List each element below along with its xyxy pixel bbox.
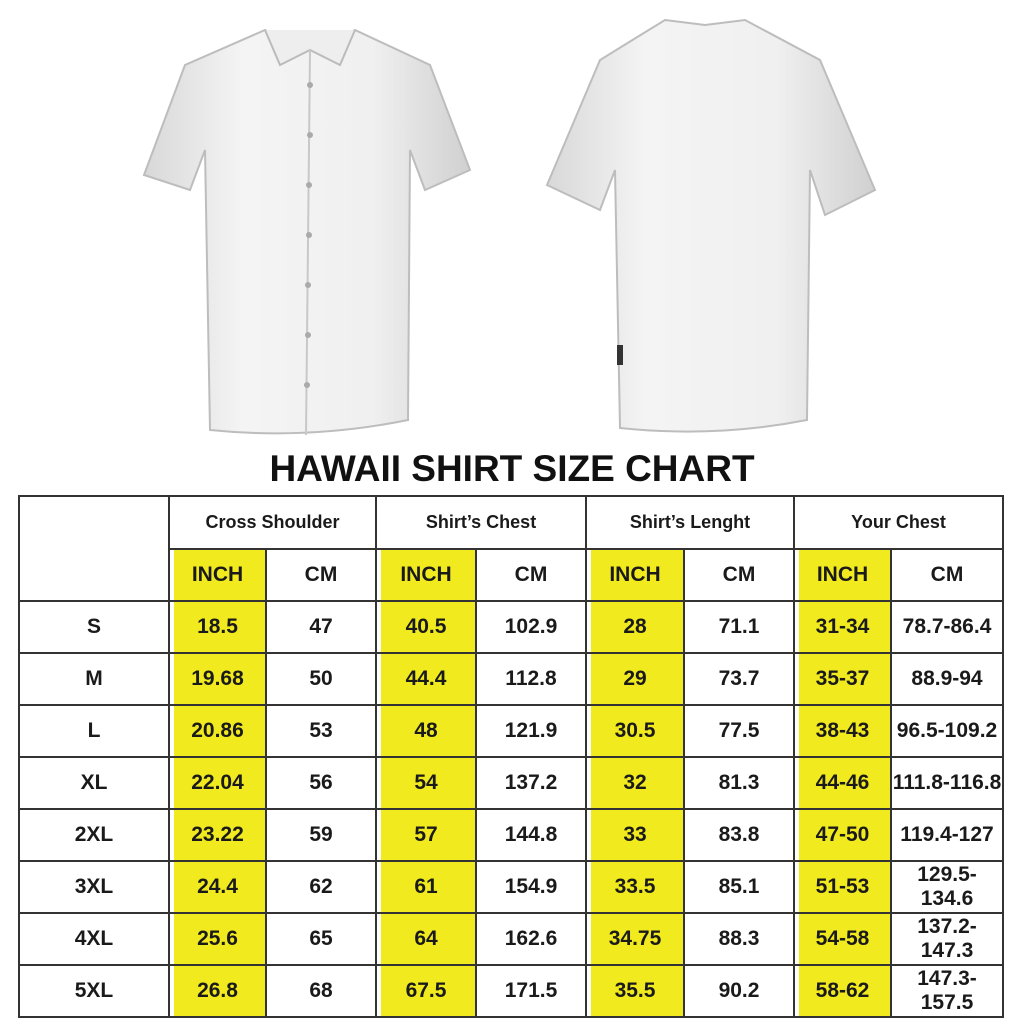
measurement-cell: 57 xyxy=(375,808,477,862)
measurement-cell: 112.8 xyxy=(474,652,588,706)
unit-header: CM xyxy=(265,548,377,602)
unit-header: CM xyxy=(474,548,588,602)
measurement-cell: 54-58 xyxy=(793,912,893,966)
measurement-cell: 48 xyxy=(375,704,477,758)
unit-header-row: INCH CM INCH CM INCH CM INCH CM xyxy=(19,548,1005,602)
measurement-cell: 56 xyxy=(265,756,377,810)
group-header-row: Cross Shoulder Shirt’s Chest Shirt’s Len… xyxy=(18,495,1005,602)
group-header: Shirt’s Lenght xyxy=(585,495,796,550)
chart-title: HAWAII SHIRT SIZE CHART xyxy=(269,448,755,489)
measurement-cell: 23.22 xyxy=(168,808,267,862)
unit-header: INCH xyxy=(793,548,893,602)
unit-header: CM xyxy=(683,548,796,602)
measurement-cell: 73.7 xyxy=(683,652,796,706)
measurement-cell: 51-53 xyxy=(793,860,893,914)
measurement-cell: 44-46 xyxy=(793,756,893,810)
measurement-cell: 35-37 xyxy=(793,652,893,706)
measurement-cell: 25.6 xyxy=(168,912,267,966)
unit-header: INCH xyxy=(168,548,267,602)
measurement-cell: 137.2-147.3 xyxy=(890,912,1005,966)
measurement-cell: 78.7-86.4 xyxy=(890,600,1005,654)
measurement-cell: 38-43 xyxy=(793,704,893,758)
group-header: Cross Shoulder xyxy=(168,495,377,550)
unit-header: INCH xyxy=(375,548,477,602)
measurement-cell: 18.5 xyxy=(168,600,267,654)
measurement-cell: 58-62 xyxy=(793,964,893,1018)
table-row: S 18.5 47 40.5 102.9 28 71.1 31-34 78.7-86.4 xyxy=(18,600,1005,654)
measurement-cell: 96.5-109.2 xyxy=(890,704,1005,758)
measurement-cell: 26.8 xyxy=(168,964,267,1018)
measurement-cell: 162.6 xyxy=(474,912,588,966)
measurement-cell: 147.3-157.5 xyxy=(890,964,1005,1018)
group-header: Your Chest xyxy=(793,495,1005,550)
measurement-cell: 47-50 xyxy=(793,808,893,862)
measurement-cell: 61 xyxy=(375,860,477,914)
measurement-cell: 53 xyxy=(265,704,377,758)
table-row: 5XL 26.8 68 67.5 171.5 35.5 90.2 58-62 147.3-157… xyxy=(18,964,1005,1018)
measurement-cell: 90.2 xyxy=(683,964,796,1018)
size-label: S xyxy=(18,600,170,654)
measurement-cell: 30.5 xyxy=(585,704,686,758)
size-label: 3XL xyxy=(18,860,170,914)
measurement-cell: 65 xyxy=(265,912,377,966)
unit-header: CM xyxy=(890,548,1005,602)
measurement-cell: 59 xyxy=(265,808,377,862)
measurement-cell: 34.75 xyxy=(585,912,686,966)
size-label: L xyxy=(18,704,170,758)
measurement-cell: 83.8 xyxy=(683,808,796,862)
table-row: M 19.68 50 44.4 112.8 29 73.7 35-37 88.9-94 xyxy=(18,652,1005,706)
measurement-cell: 88.9-94 xyxy=(890,652,1005,706)
measurement-cell: 29 xyxy=(585,652,686,706)
measurement-cell: 81.3 xyxy=(683,756,796,810)
measurement-cell: 68 xyxy=(265,964,377,1018)
measurement-cell: 19.68 xyxy=(168,652,267,706)
measurement-cell: 35.5 xyxy=(585,964,686,1018)
measurement-cell: 67.5 xyxy=(375,964,477,1018)
group-header: Shirt’s Chest xyxy=(374,495,588,550)
measurement-cell: 44.4 xyxy=(375,652,477,706)
measurement-cell: 129.5-134.6 xyxy=(890,860,1005,914)
table-row: L 20.86 53 48 121.9 30.5 77.5 38-43 96.5-109.2 xyxy=(18,704,1005,758)
unit-header: INCH xyxy=(585,548,686,602)
measurement-cell: 24.4 xyxy=(168,860,267,914)
measurement-cell: 54 xyxy=(375,756,477,810)
measurement-cell: 121.9 xyxy=(474,704,588,758)
size-chart-table: Cross Shoulder Shirt’s Chest Shirt’s Len… xyxy=(18,495,1005,1018)
measurement-cell: 40.5 xyxy=(375,600,477,654)
size-label: 2XL xyxy=(18,808,170,862)
size-label: 5XL xyxy=(18,964,170,1018)
measurement-cell: 32 xyxy=(585,756,686,810)
shirt-front-image xyxy=(142,28,472,436)
table-row: 4XL 25.6 65 64 162.6 34.75 88.3 54-58 137.2-147.… xyxy=(18,912,1005,966)
measurement-cell: 62 xyxy=(265,860,377,914)
size-label: XL xyxy=(18,756,170,810)
measurement-cell: 33 xyxy=(585,808,686,862)
measurement-cell: 50 xyxy=(265,652,377,706)
table-row: XL 22.04 56 54 137.2 32 81.3 44-46 111.8-116.8 xyxy=(18,756,1005,810)
measurement-cell: 71.1 xyxy=(683,600,796,654)
table-row: 2XL 23.22 59 57 144.8 33 83.8 47-50 119.4-127 xyxy=(18,808,1005,862)
measurement-cell: 171.5 xyxy=(474,964,588,1018)
measurement-cell: 85.1 xyxy=(683,860,796,914)
measurement-cell: 28 xyxy=(585,600,686,654)
measurement-cell: 77.5 xyxy=(683,704,796,758)
measurement-cell: 33.5 xyxy=(585,860,686,914)
size-label: M xyxy=(18,652,170,706)
measurement-cell: 154.9 xyxy=(474,860,588,914)
measurement-cell: 47 xyxy=(265,600,377,654)
corner-cell xyxy=(18,495,170,602)
measurement-cell: 119.4-127 xyxy=(890,808,1005,862)
table-row: 3XL 24.4 62 61 154.9 33.5 85.1 51-53 129.5-134.6 xyxy=(18,860,1005,914)
measurement-cell: 111.8-116.8 xyxy=(890,756,1005,810)
measurement-cell: 137.2 xyxy=(474,756,588,810)
measurement-cell: 22.04 xyxy=(168,756,267,810)
measurement-cell: 144.8 xyxy=(474,808,588,862)
measurement-cell: 20.86 xyxy=(168,704,267,758)
measurement-cell: 88.3 xyxy=(683,912,796,966)
measurement-cell: 102.9 xyxy=(474,600,588,654)
size-label: 4XL xyxy=(18,912,170,966)
shirt-back-image xyxy=(545,18,877,433)
measurement-cell: 64 xyxy=(375,912,477,966)
measurement-cell: 31-34 xyxy=(793,600,893,654)
